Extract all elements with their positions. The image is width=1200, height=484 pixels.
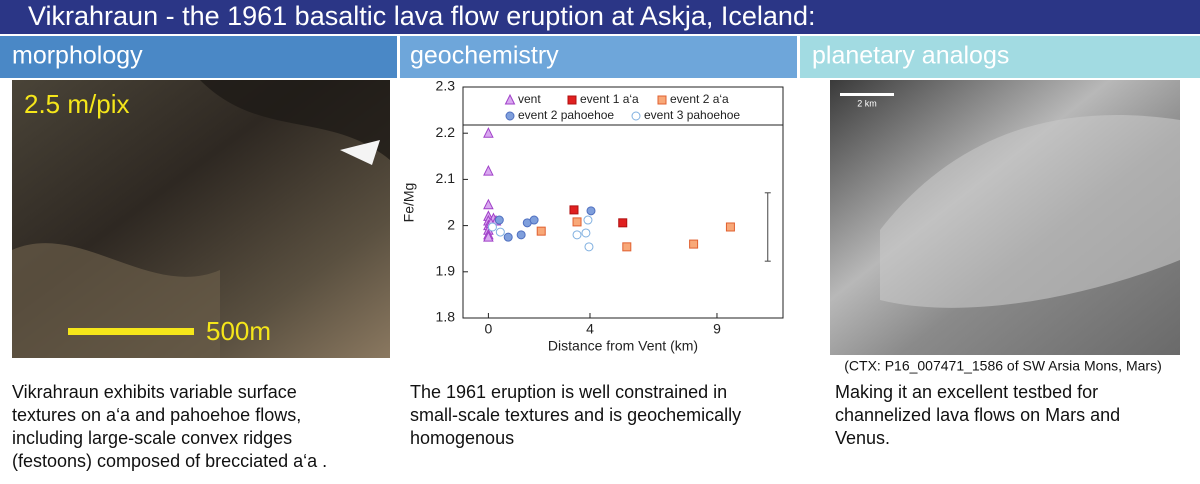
point xyxy=(569,205,579,215)
point xyxy=(584,242,594,252)
point xyxy=(622,242,632,252)
point xyxy=(572,217,582,227)
y-tick-label: 1.9 xyxy=(436,263,456,279)
y-tick-label: 2.2 xyxy=(436,124,456,140)
snow-patch xyxy=(340,140,380,165)
point xyxy=(483,164,494,176)
x-tick-label: 4 xyxy=(586,321,594,337)
mars-texture xyxy=(880,114,1180,308)
y-tick-label: 1.8 xyxy=(436,309,456,325)
legend-marker xyxy=(567,95,577,105)
point xyxy=(483,231,494,242)
lava-texture xyxy=(200,80,390,160)
image-label: 500m xyxy=(206,316,271,346)
legend-label: event 2 a‘a xyxy=(670,92,729,106)
point xyxy=(689,239,699,249)
point xyxy=(483,127,494,138)
section-heading: morphology xyxy=(12,42,143,70)
point xyxy=(583,215,593,225)
section-bar xyxy=(0,36,397,78)
y-axis-label: Fe/Mg xyxy=(401,183,417,223)
point xyxy=(725,222,735,232)
paragraph-line: homogenous xyxy=(410,428,514,448)
legend-marker xyxy=(504,93,516,105)
x-tick-label: 9 xyxy=(713,321,721,337)
paragraph-line: Venus. xyxy=(835,428,890,448)
y-tick-label: 2.1 xyxy=(436,170,456,186)
section-heading: geochemistry xyxy=(410,42,559,70)
x-axis-label: Distance from Vent (km) xyxy=(548,338,698,354)
point xyxy=(536,226,546,236)
point xyxy=(581,228,591,238)
legend xyxy=(462,86,784,126)
paragraph-line: textures on a‘a and pahoehoe flows, xyxy=(12,405,301,425)
section-bar xyxy=(800,36,1200,78)
title-bar xyxy=(0,0,1200,34)
paragraph-line: The 1961 eruption is well constrained in xyxy=(410,382,727,402)
section-bar xyxy=(400,36,797,78)
legend-marker xyxy=(631,111,641,121)
image-label: 2 km xyxy=(857,98,877,108)
point xyxy=(572,230,582,240)
legend-label: event 3 pahoehoe xyxy=(644,108,740,122)
legend-label: vent xyxy=(518,92,541,106)
scale-bar xyxy=(68,328,194,335)
legend-label: event 1 a‘a xyxy=(580,92,639,106)
paragraph-line: (festoons) composed of brecciated a‘a . xyxy=(12,451,327,471)
scale-bar xyxy=(840,93,894,96)
point xyxy=(586,206,596,216)
paragraph-line: channelized lava flows on Mars and xyxy=(835,405,1120,425)
point xyxy=(495,227,505,237)
point xyxy=(494,215,504,225)
paragraph-line: including large-scale convex ridges xyxy=(12,428,292,448)
point xyxy=(487,222,497,232)
section-heading: planetary analogs xyxy=(812,42,1009,70)
point xyxy=(529,215,539,225)
paragraph-line: Making it an excellent testbed for xyxy=(835,382,1098,402)
point xyxy=(516,230,526,240)
image-label: 2.5 m/pix xyxy=(24,89,130,119)
x-tick-label: 0 xyxy=(484,321,492,337)
legend-label: event 2 pahoehoe xyxy=(518,108,614,122)
legend-marker xyxy=(657,95,667,105)
y-tick-label: 2.3 xyxy=(436,78,456,94)
point xyxy=(483,198,494,210)
y-tick-label: 2 xyxy=(447,216,455,232)
paragraph-line: small-scale textures and is geochemicall… xyxy=(410,405,741,425)
legend-marker xyxy=(505,111,515,121)
title: Vikrahraun - the 1961 basaltic lava flow… xyxy=(28,1,815,31)
paragraph-line: Vikrahraun exhibits variable surface xyxy=(12,382,297,402)
point xyxy=(618,218,628,228)
point xyxy=(503,232,513,242)
caption: (CTX: P16_007471_1586 of SW Arsia Mons, … xyxy=(844,358,1161,374)
